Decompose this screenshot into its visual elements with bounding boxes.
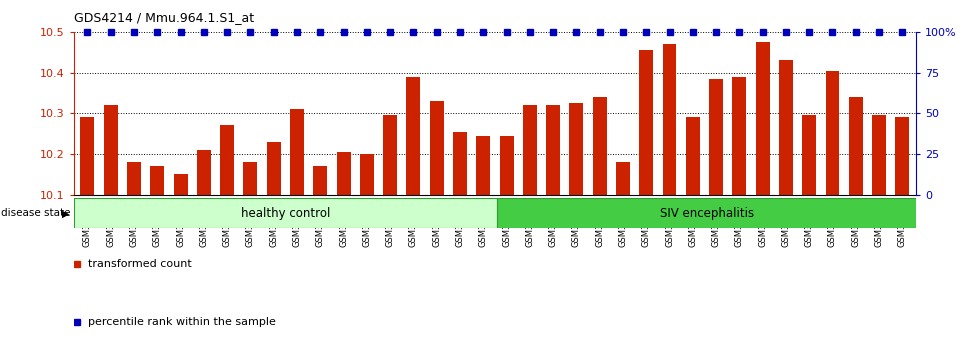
Text: SIV encephalitis: SIV encephalitis [660,207,754,220]
Bar [197,150,211,195]
Bar [336,152,351,195]
Bar [407,76,420,195]
Bar [220,125,234,195]
Text: percentile rank within the sample: percentile rank within the sample [88,317,276,327]
Bar [500,136,514,195]
Bar [616,162,630,195]
Text: ▶: ▶ [62,208,70,218]
Bar [476,136,490,195]
Bar [849,97,862,195]
Bar [243,162,258,195]
Text: transformed count: transformed count [88,259,192,269]
Bar [872,115,886,195]
Bar [383,115,397,195]
Bar [662,44,676,195]
Bar [360,154,373,195]
Text: disease state: disease state [1,208,71,218]
Bar [732,76,747,195]
Bar [150,166,165,195]
Bar [523,105,537,195]
Bar [267,142,280,195]
Bar [173,174,187,195]
Bar [569,103,583,195]
Bar [896,118,909,195]
Text: GDS4214 / Mmu.964.1.S1_at: GDS4214 / Mmu.964.1.S1_at [74,11,254,24]
Bar [314,166,327,195]
Bar [497,198,916,228]
Bar [639,50,654,195]
Bar [686,118,700,195]
Bar [74,198,497,228]
Bar [290,109,304,195]
Bar [127,162,141,195]
Bar [104,105,118,195]
Bar [593,97,607,195]
Bar [779,60,793,195]
Bar [803,115,816,195]
Bar [80,118,94,195]
Bar [429,101,444,195]
Bar [546,105,561,195]
Bar [710,79,723,195]
Bar [453,132,466,195]
Bar [756,42,769,195]
Text: healthy control: healthy control [241,207,330,220]
Bar [825,70,840,195]
